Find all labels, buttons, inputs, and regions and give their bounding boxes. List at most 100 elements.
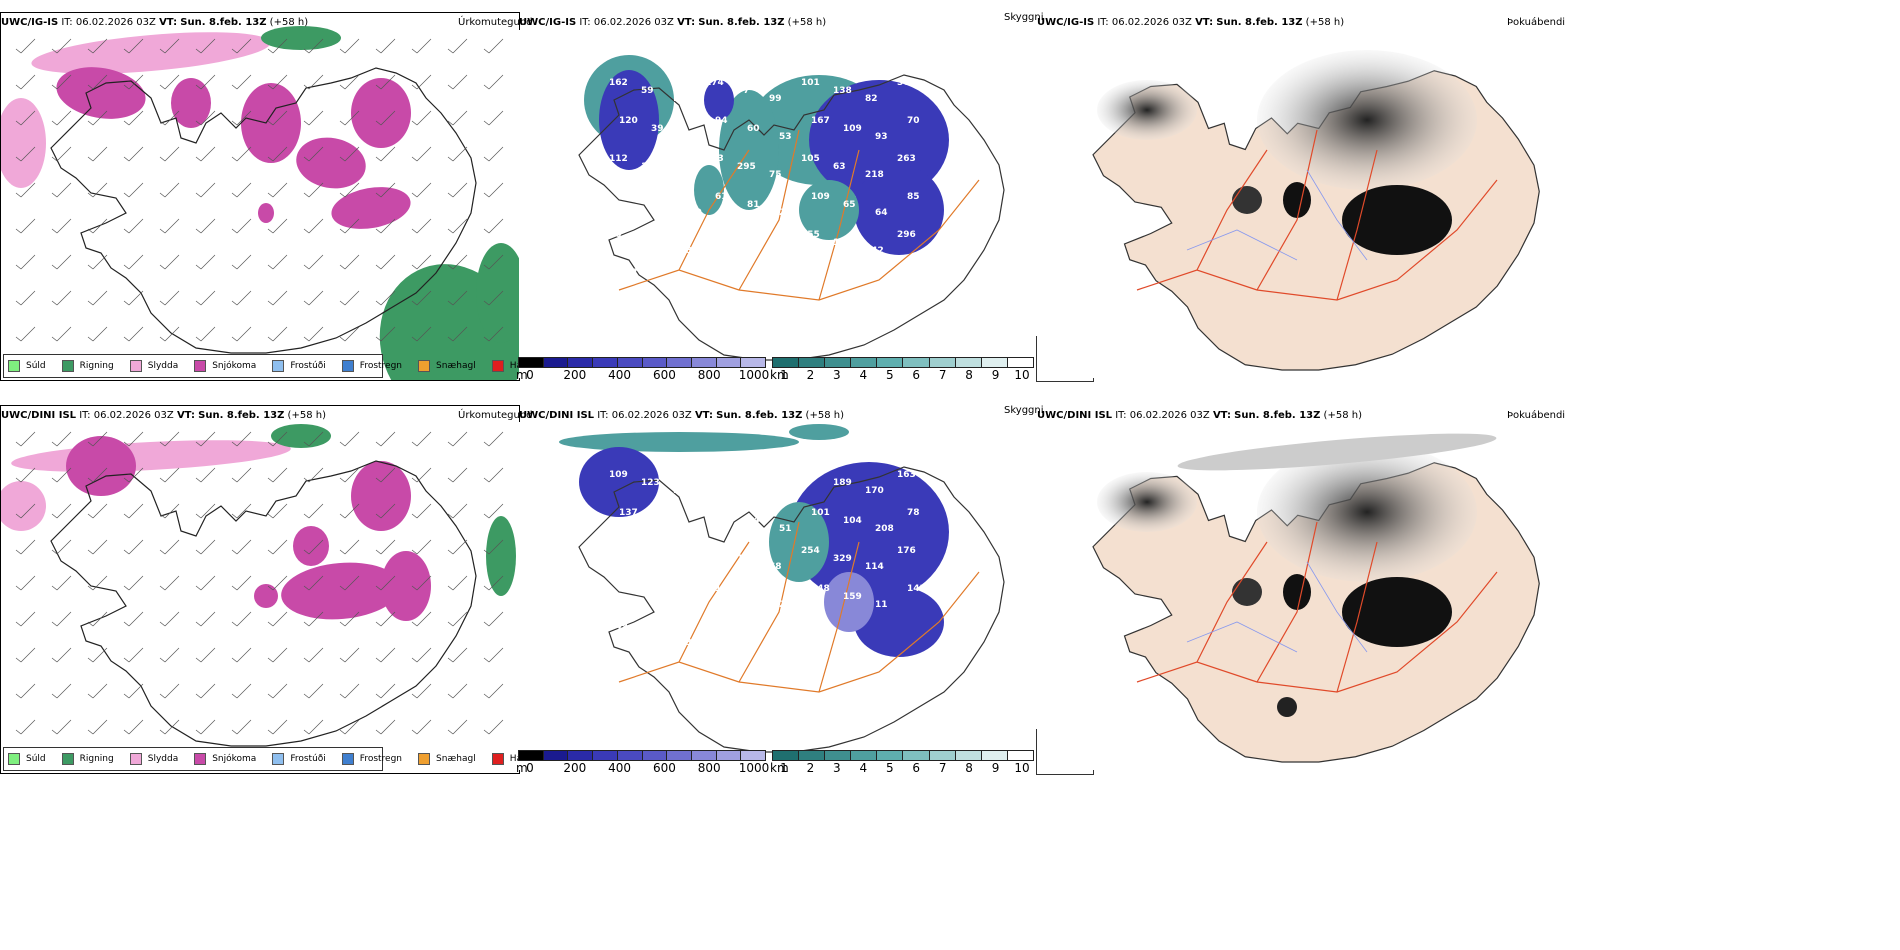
cloud-base-label: 99 [769,94,782,104]
legend-swatch [8,753,20,765]
cloud-base-label: 170 [865,486,884,496]
cloud-map-2: 109 123 99 164 130 80 155 189 170 163 137 83 85 94 147… [519,422,1034,770]
cloud-base-label: 242 [865,246,884,256]
cloud-base-label: 80 [769,486,782,496]
cloud-base-label: 118 [769,246,788,256]
legend-item: Súld [8,360,46,372]
cloud-base-label: 67 [651,592,664,602]
colorbar-swatches [772,750,1034,761]
cloud-base-label: 131 [641,162,660,172]
colorbar-tick: 600 [652,761,676,775]
precip-title-1: UWC/IG-IS IT: 06.02.2026 03Z VT: Sun. 8.… [1,17,309,28]
cloud-base-label: 40 [705,546,718,556]
cloud-base-label: 39 [651,124,664,134]
colorbar-tick: 3 [833,761,841,775]
colorbar-tick: 200 [563,368,587,382]
colorbar-tick: 4 [859,368,868,382]
cloud-base-label: 143 [907,584,926,594]
precip-title-2: UWC/DINI ISL IT: 06.02.2026 03Z VT: Sun.… [1,410,326,421]
cloud-map-1: 162 59 150 174 77 99 101 138 82 56 120 39 84 94 60 53 16… [519,30,1034,378]
colorbar-tick: 1000 [738,761,770,775]
legend-label: Haglél [509,754,519,764]
cloud-base-label: 219 [779,208,798,218]
legend-label: Snjókoma [212,361,257,371]
cloud-base-label: 75 [769,170,782,180]
colorbar-tick: 800 [697,761,721,775]
legend-label: Frostregn [359,754,403,764]
cloud-base-label: 101 [801,78,820,88]
legend-item: Haglél [491,360,519,372]
legend-label: Rigning [79,361,114,371]
legend-label: Frostúði [290,361,326,371]
legend-item: Snjókoma [194,360,256,372]
iceland-outline [578,466,1005,753]
colorbar-tick: 400 [608,368,632,382]
colorbar-tick: 4 [859,761,868,775]
legend-swatch [61,753,74,765]
cloud-base-label: 164 [673,170,692,180]
cloud-base-label: 137 [619,508,638,518]
legend-label: Slydda [147,754,179,764]
colorbar-tick: 5 [885,368,894,382]
fog-title-1: UWC/IG-IS IT: 06.02.2026 03Z VT: Sun. 8.… [1037,17,1345,28]
colorbar-tick: 0 [526,368,534,382]
cloud-base-label: 51 [779,524,792,534]
legend-swatch [272,360,285,372]
cloud-base-label: 78 [907,508,920,518]
cloud-base-label: 81 [747,200,760,210]
cloud-base-label: 74 [641,238,654,248]
cloud-base-label: 83 [651,516,664,526]
legend-item: Frostregn [341,360,403,372]
colorbar-tick: 1 [780,368,788,382]
colorbar-swatches [518,357,766,368]
legend-item: Súld [8,753,46,765]
cloud-base-label: 189 [833,478,852,488]
cloud-base-colorbar-1: m 0 200 400 600 800 1000 [516,357,769,382]
cloud-base-label: 70 [907,116,920,126]
cloud-base-label: 355 [801,230,820,240]
colorbar-tick: 8 [965,761,973,775]
legend-item: Snæhagl [418,360,476,372]
cloud-base-label: 60 [747,124,760,134]
fog-panel-1 [1037,30,1557,378]
colorbar-swatches [772,357,1034,368]
cloud-base-label: 295 [737,162,756,172]
cloud-base-label: 63 [833,162,846,172]
cloud-base-label: 131 [641,554,660,564]
cloud-base-label: 81 [683,600,696,610]
cloud-base-label: 79 [651,200,664,210]
cloud-base-label: 110 [683,208,702,218]
precip-map-2 [1,406,519,773]
legend-swatch [194,753,207,765]
cloud-title-1: UWC/IG-IS IT: 06.02.2026 03Z VT: Sun. 8.… [519,17,827,28]
colorbar-tick: 7 [938,368,947,382]
colorbar-unit: m [516,368,528,382]
fog-title-2: UWC/DINI ISL IT: 06.02.2026 03Z VT: Sun.… [1037,410,1362,421]
legend-label: Frostregn [359,361,403,371]
cloud-base-label: 263 [897,154,916,164]
legend-label: Snæhagl [436,361,476,371]
cloud-base-label: 61 [715,192,728,202]
precip-legend-2: Súld Rigning Slydda Snjókoma Frostúði Frostre… [3,747,519,771]
cloud-base-label: 233 [705,154,724,164]
cloud-base-label: 296 [897,230,916,240]
cloud-base-label: 99 [673,486,686,496]
iceland-outline [50,67,477,354]
legend-swatch [272,753,285,765]
cloud-base-label: 258 [673,246,692,256]
fog-index-label-2: Þokuábendi [1507,410,1566,421]
legend-swatch [341,360,354,372]
cloud-base-label: 114 [865,562,884,572]
colorbar-tick: 0 [526,761,534,775]
colorbar-tick: 1000 [738,368,770,382]
cloud-base-label: 105 [801,154,820,164]
legend-item: Frostregn [341,753,403,765]
legend-item: Frostúði [272,360,326,372]
legend-item: Frostúði [272,753,326,765]
legend-label: Rigning [79,754,114,764]
colorbar-tick: 10 [1014,761,1030,775]
fog-map-1 [1037,30,1557,378]
cloud-base-label: 147 [747,516,766,526]
cloud-base-label: 101 [811,508,830,518]
cloud-base-label: 56 [897,78,910,88]
